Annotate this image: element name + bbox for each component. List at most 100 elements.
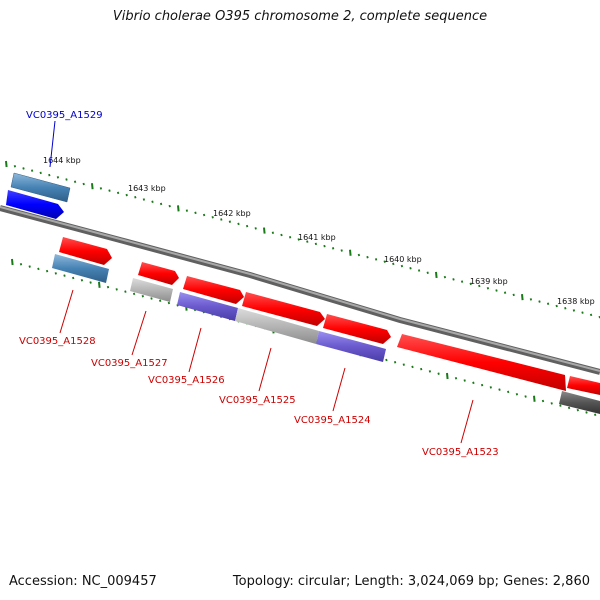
minor-tick [65, 178, 68, 181]
minor-tick [19, 263, 23, 266]
kbp-label-1640: 1640 kbp [384, 255, 422, 264]
minor-tick [420, 367, 423, 371]
minor-tick [297, 238, 300, 241]
minor-tick [460, 280, 464, 283]
minor-tick [495, 289, 498, 292]
feature-steelblue-upper[interactable] [10, 172, 71, 203]
minor-tick [589, 313, 593, 317]
minor-tick [546, 302, 550, 306]
minor-tick [576, 408, 579, 412]
kbp-label-1638: 1638 kbp [557, 297, 595, 306]
gene-label-VC0395_A1523[interactable]: VC0395_A1523 [422, 447, 499, 458]
gene-VC0395_A1529-arrow[interactable] [6, 190, 64, 219]
leader-line-1529 [49, 120, 56, 168]
minor-tick [323, 244, 326, 248]
gene-label-VC0395_A1524[interactable]: VC0395_A1524 [294, 415, 371, 426]
gene-VC0395_A1523-arrow[interactable] [397, 334, 566, 391]
kbp-label-1641: 1641 kbp [298, 233, 336, 242]
minor-tick [82, 182, 85, 186]
minor-tick [30, 169, 34, 172]
minor-tick [409, 267, 412, 270]
feature-dark-grey[interactable] [559, 391, 600, 414]
gene-VC0395_A1526-arrow[interactable] [183, 276, 244, 304]
minor-tick [340, 249, 343, 252]
gene-next-arrow[interactable] [567, 376, 600, 395]
minor-tick [585, 411, 588, 414]
minor-tick [463, 379, 466, 382]
minor-tick [288, 235, 292, 239]
gene-VC0395_A1525-arrow[interactable] [242, 292, 325, 326]
minor-tick [22, 167, 25, 170]
major-tick [533, 395, 536, 402]
minor-tick [472, 381, 475, 385]
minor-tick [498, 388, 501, 391]
minor-tick [142, 198, 146, 201]
major-tick [177, 205, 180, 212]
minor-tick [63, 274, 66, 277]
leader-line-1528 [59, 289, 74, 334]
major-tick [349, 249, 352, 256]
feature-steelblue-lower[interactable] [52, 254, 109, 283]
minor-tick [567, 406, 571, 410]
minor-tick [400, 264, 404, 268]
major-tick [11, 258, 14, 266]
minor-tick [254, 227, 257, 230]
leader-line-1525 [258, 347, 272, 392]
minor-tick [306, 240, 309, 243]
minor-tick [428, 370, 432, 373]
minor-tick [411, 365, 414, 369]
minor-tick [125, 193, 128, 197]
minor-tick [426, 271, 429, 274]
major-tick [263, 227, 266, 234]
minor-tick [194, 211, 197, 215]
minor-tick [486, 286, 490, 290]
minor-tick [220, 218, 223, 221]
minor-tick [437, 372, 440, 375]
upper-tick-row [5, 160, 600, 319]
minor-tick [478, 284, 481, 288]
minor-tick [48, 173, 51, 177]
minor-tick [159, 299, 162, 303]
minor-tick [314, 242, 318, 246]
minor-tick [99, 187, 103, 190]
map-title: Vibrio cholerae O395 chromosome 2, compl… [112, 9, 488, 24]
minor-tick [132, 292, 136, 296]
minor-tick [228, 220, 232, 223]
minor-tick [28, 265, 31, 268]
topology-summary: Topology: circular; Length: 3,024,069 bp… [232, 574, 590, 589]
feature-slate-1524[interactable] [316, 331, 386, 362]
gene-label-VC0395_A1526[interactable]: VC0395_A1526 [148, 375, 225, 386]
gene-label-VC0395_A1528[interactable]: VC0395_A1528 [19, 336, 96, 347]
minor-tick [115, 288, 118, 291]
kbp-label-1643: 1643 kbp [128, 184, 166, 193]
gene-label-VC0395_A1529[interactable]: VC0395_A1529 [26, 110, 103, 121]
minor-tick [564, 306, 567, 310]
minor-tick [452, 278, 455, 281]
feature-grey-1527[interactable] [130, 278, 173, 302]
gene-label-VC0395_A1527[interactable]: VC0395_A1527 [91, 358, 168, 369]
minor-tick [541, 399, 545, 403]
minor-tick [45, 269, 49, 273]
gene-VC0395_A1527-arrow[interactable] [138, 262, 179, 285]
minor-tick [555, 304, 558, 308]
minor-tick [594, 413, 597, 416]
minor-tick [72, 276, 75, 280]
minor-tick [37, 267, 40, 271]
major-tick [98, 281, 101, 288]
feature-grey-1525[interactable] [235, 308, 319, 344]
gene-VC0395_A1524-arrow[interactable] [323, 314, 391, 344]
gene-label-VC0395_A1525[interactable]: VC0395_A1525 [219, 395, 296, 406]
minor-tick [515, 392, 519, 396]
minor-tick [417, 269, 421, 272]
minor-tick [13, 164, 17, 168]
minor-tick [374, 258, 378, 261]
minor-tick [366, 255, 369, 259]
minor-tick [489, 386, 492, 389]
minor-tick [383, 260, 386, 263]
minor-tick [116, 191, 120, 195]
kbp-label-1639: 1639 kbp [470, 277, 508, 286]
gene-VC0395_A1528-arrow[interactable] [59, 237, 112, 265]
feature-slate-1526[interactable] [177, 292, 238, 321]
minor-tick [237, 222, 240, 226]
minor-tick [507, 390, 510, 394]
